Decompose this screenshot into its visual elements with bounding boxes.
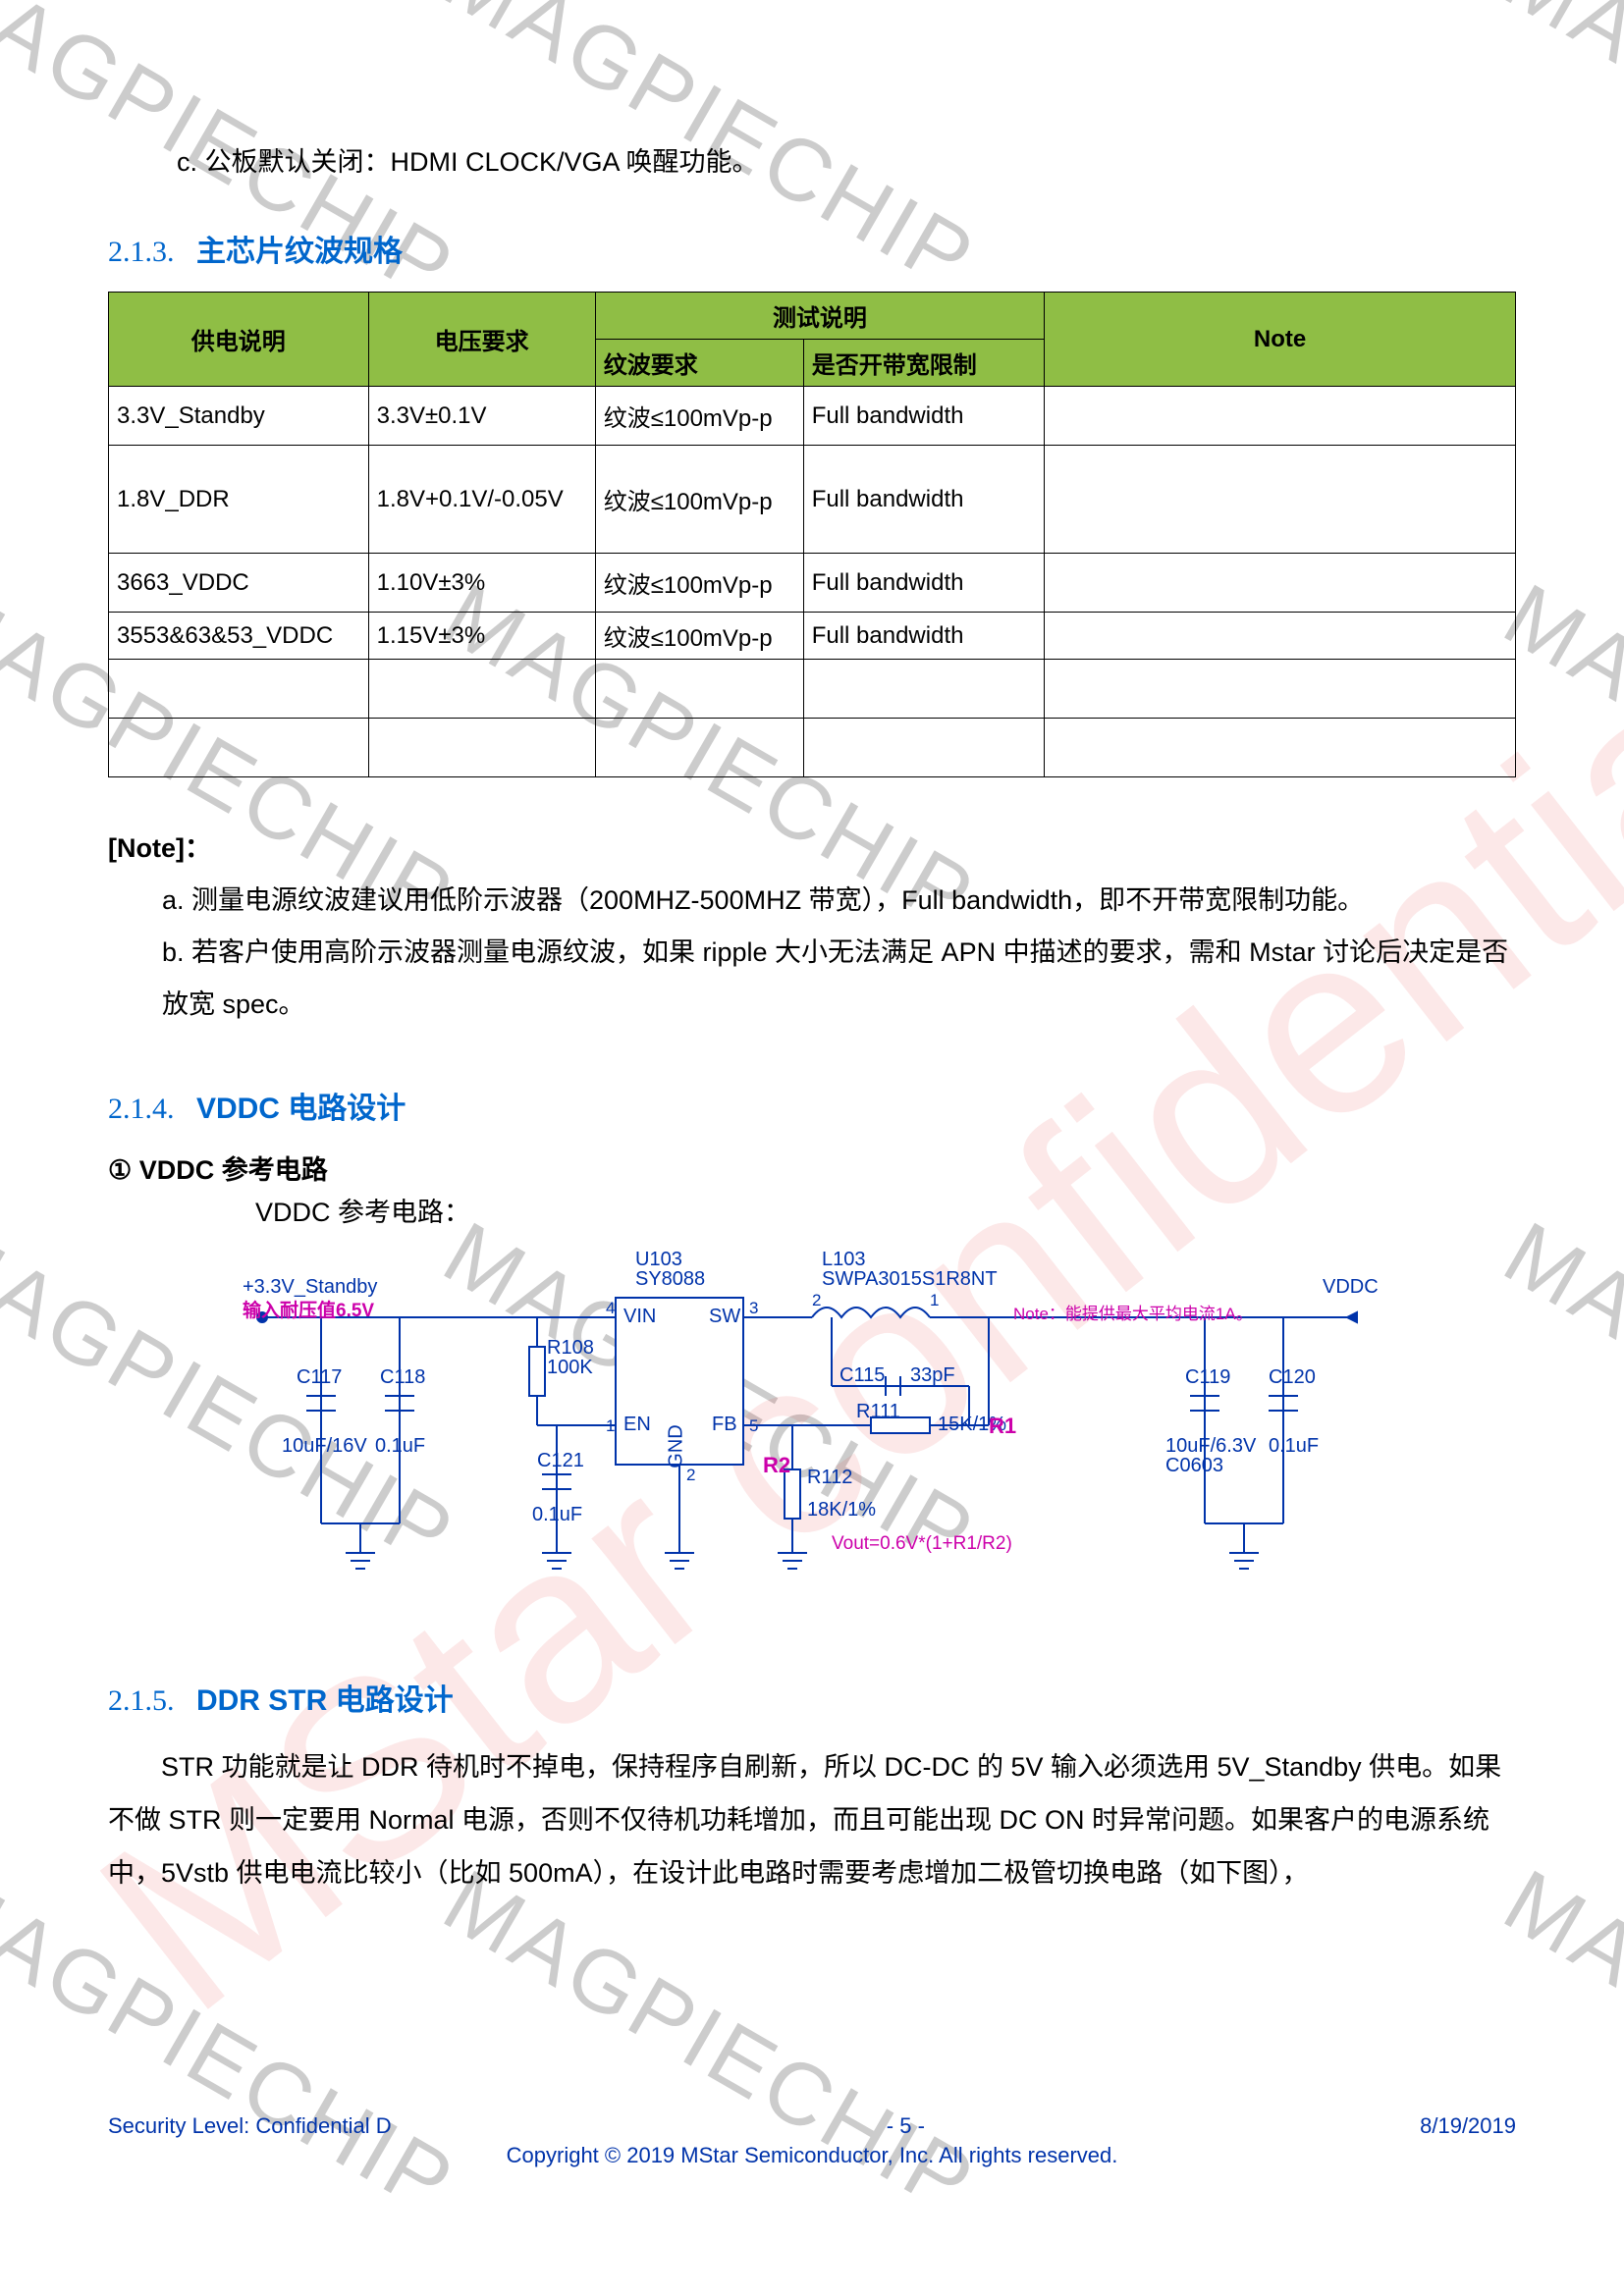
label-vin-note: 输入耐压值6.5V: [243, 1296, 374, 1322]
vddc-subheading: ① VDDC 参考电路: [108, 1148, 1516, 1187]
pin-gnd: GND: [666, 1424, 688, 1468]
cell-ripple: 纹波≤100mVp-p: [595, 613, 803, 660]
label-c0603: C0603: [1165, 1455, 1223, 1477]
label-r111: R111: [856, 1401, 900, 1423]
section-2-1-5: 2.1.5. DDR STR 电路设计: [108, 1676, 1516, 1719]
label-r112: R112: [807, 1467, 852, 1489]
label-c120: C120: [1269, 1366, 1316, 1389]
cell-supply: 3663_VDDC: [109, 554, 369, 613]
cell-volt: 1.10V±3%: [368, 554, 595, 613]
svg-text:2: 2: [812, 1291, 821, 1309]
note-heading: [Note]：: [108, 827, 1516, 865]
pin-sw: SW: [709, 1306, 740, 1328]
label-c121v: 0.1uF: [532, 1504, 582, 1526]
table-row: 3553&63&53_VDDC 1.15V±3% 纹波≤100mVp-p Ful…: [109, 613, 1516, 660]
section-title: DDR STR 电路设计: [196, 1684, 454, 1717]
note-a: a. 测量电源纹波建议用低阶示波器（200MHZ-500MHZ 带宽），Full…: [108, 875, 1516, 927]
cell-ripple: 纹波≤100mVp-p: [595, 554, 803, 613]
section-2-1-4: 2.1.4. VDDC 电路设计: [108, 1084, 1516, 1127]
table-row-empty: [109, 660, 1516, 719]
label-c115v: 33pF: [910, 1364, 955, 1387]
cell-ripple: 纹波≤100mVp-p: [595, 446, 803, 554]
th-note: Note: [1045, 293, 1516, 387]
th-test: 测试说明: [595, 293, 1044, 340]
section-number: 2.1.3.: [108, 236, 175, 268]
cell-supply: 3553&63&53_VDDC: [109, 613, 369, 660]
page-footer: Security Level: Confidential D - 5 - 8/1…: [108, 2113, 1516, 2168]
footer-security: Security Level: Confidential D: [108, 2113, 392, 2139]
svg-text:1: 1: [606, 1416, 615, 1435]
cell-ripple: 纹波≤100mVp-p: [595, 387, 803, 446]
pin-vin: VIN: [623, 1306, 656, 1328]
cell-bw: Full bandwidth: [803, 613, 1044, 660]
svg-text:1: 1: [930, 1291, 939, 1309]
cell-bw: Full bandwidth: [803, 446, 1044, 554]
cell-bw: Full bandwidth: [803, 387, 1044, 446]
label-c120v: 0.1uF: [1269, 1435, 1319, 1458]
footer-page: - 5 -: [887, 2113, 925, 2139]
label-u103-part: SY8088: [635, 1268, 705, 1291]
label-c117: C117: [297, 1366, 342, 1389]
label-r2: R2: [763, 1453, 790, 1478]
label-r108v: 100K: [547, 1357, 593, 1379]
cell-supply: 1.8V_DDR: [109, 446, 369, 554]
section-title: VDDC 电路设计: [196, 1093, 406, 1125]
ddr-paragraph: STR 功能就是让 DDR 待机时不掉电，保持程序自刷新，所以 DC-DC 的 …: [108, 1740, 1516, 1899]
th-supply: 供电说明: [109, 293, 369, 387]
cell-note: [1045, 554, 1516, 613]
cell-volt: 3.3V±0.1V: [368, 387, 595, 446]
svg-text:3: 3: [749, 1299, 758, 1317]
svg-text:2: 2: [686, 1466, 695, 1484]
vddc-circuit-diagram: 4 3 1 5 2 2 1 +3.3V_Standby 输入耐压值6.5V U1…: [243, 1239, 1381, 1622]
footer-copyright: Copyright © 2019 MStar Semiconductor, In…: [108, 2143, 1516, 2168]
cell-note: [1045, 613, 1516, 660]
cell-supply: 3.3V_Standby: [109, 387, 369, 446]
intro-line: c. 公板默认关闭：HDMI CLOCK/VGA 唤醒功能。: [108, 137, 1516, 187]
th-ripple: 纹波要求: [595, 340, 803, 387]
svg-text:5: 5: [749, 1416, 758, 1435]
ripple-spec-table: 供电说明 电压要求 测试说明 Note 纹波要求 是否开带宽限制 3.3V_St…: [108, 292, 1516, 777]
cell-note: [1045, 387, 1516, 446]
table-row: 1.8V_DDR 1.8V+0.1V/-0.05V 纹波≤100mVp-p Fu…: [109, 446, 1516, 554]
table-row: 3.3V_Standby 3.3V±0.1V 纹波≤100mVp-p Full …: [109, 387, 1516, 446]
label-c118: C118: [380, 1366, 425, 1389]
page-content: c. 公板默认关闭：HDMI CLOCK/VGA 唤醒功能。 2.1.3. 主芯…: [0, 0, 1624, 2296]
section-title: 主芯片纹波规格: [196, 236, 403, 268]
label-l103-part: SWPA3015S1R8NT: [822, 1268, 998, 1291]
cell-volt: 1.8V+0.1V/-0.05V: [368, 446, 595, 554]
label-r1: R1: [989, 1414, 1016, 1439]
footer-date: 8/19/2019: [1420, 2113, 1516, 2139]
svg-text:4: 4: [606, 1299, 615, 1317]
label-c117v: 10uF/16V: [282, 1435, 367, 1458]
section-2-1-3: 2.1.3. 主芯片纹波规格: [108, 227, 1516, 270]
cell-volt: 1.15V±3%: [368, 613, 595, 660]
table-row: 3663_VDDC 1.10V±3% 纹波≤100mVp-p Full band…: [109, 554, 1516, 613]
th-volt: 电压要求: [368, 293, 595, 387]
note-b: b. 若客户使用高阶示波器测量电源纹波，如果 ripple 大小无法满足 APN…: [108, 927, 1516, 1030]
label-vddc: VDDC: [1323, 1276, 1379, 1299]
pin-en: EN: [623, 1414, 651, 1436]
th-bw: 是否开带宽限制: [803, 340, 1044, 387]
label-c115: C115: [839, 1364, 885, 1387]
label-c118v: 0.1uF: [375, 1435, 425, 1458]
label-c119: C119: [1185, 1366, 1230, 1389]
pin-fb: FB: [712, 1414, 737, 1436]
label-vout: Vout=0.6V*(1+R1/R2): [832, 1533, 1012, 1555]
label-r112v: 18K/1%: [807, 1499, 876, 1522]
cell-bw: Full bandwidth: [803, 554, 1044, 613]
label-c121: C121: [537, 1450, 584, 1472]
table-row-empty: [109, 719, 1516, 777]
label-vddc-note: Note：能提供最大平均电流1A。: [1013, 1300, 1253, 1324]
cell-note: [1045, 446, 1516, 554]
section-number: 2.1.4.: [108, 1093, 175, 1125]
vddc-subline: VDDC 参考电路：: [108, 1191, 1516, 1229]
section-number: 2.1.5.: [108, 1684, 175, 1717]
